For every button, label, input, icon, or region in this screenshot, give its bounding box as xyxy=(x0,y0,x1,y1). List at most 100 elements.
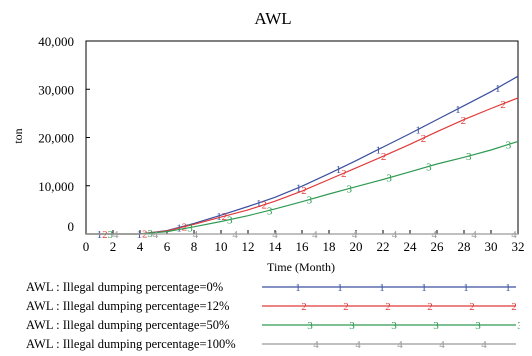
series-3-marker: 3 xyxy=(466,151,472,163)
legend-marker: 4 xyxy=(313,339,319,351)
x-axis-label: Time (Month) xyxy=(267,260,335,274)
plot-area-frame xyxy=(85,40,519,235)
x-tick-label: 10 xyxy=(215,239,228,254)
legend: AWL : Illegal dumping percentage=0% 1 1 1 1 1… xyxy=(26,279,526,355)
series-4-marker: 4 xyxy=(352,229,358,241)
series-4-marker: 4 xyxy=(153,229,159,241)
x-tick-label: 14 xyxy=(269,239,283,254)
series-4-marker: 4 xyxy=(232,229,238,241)
legend-marker: 3 xyxy=(391,320,397,332)
legend-label: AWL : Illegal dumping percentage=0% xyxy=(26,280,224,294)
series-3-marker: 3 xyxy=(386,173,392,185)
series-4-marker: 4 xyxy=(312,229,318,241)
series-2-marker: 2 xyxy=(182,222,188,234)
legend-marker: 3 xyxy=(475,320,481,332)
x-tick-label: 30 xyxy=(485,239,498,254)
series-4-marker: 4 xyxy=(272,229,278,241)
legend-marker: 2 xyxy=(385,301,391,313)
series-3-marker: 3 xyxy=(506,139,512,151)
legend-item: AWL : Illegal dumping percentage=12% 2 2 2 2… xyxy=(26,298,526,317)
series-2-marker: 2 xyxy=(341,168,347,180)
y-tick-label: 40,000 xyxy=(38,34,74,49)
y-tick-label: 0 xyxy=(68,219,75,234)
legend-label: AWL : Illegal dumping percentage=50% xyxy=(26,318,230,332)
legend-marker: 1 xyxy=(295,282,301,294)
series-2-marker: 2 xyxy=(102,229,108,241)
axis-ticks: 0 2 4 6 8 10 12 14 16 18 20 22 24 26 28 30 32010,00020,0… xyxy=(38,34,524,254)
x-tick-label: 20 xyxy=(350,239,363,254)
legend-marker: 3 xyxy=(307,320,313,332)
legend-marker: 1 xyxy=(337,282,343,294)
legend-swatch: 1 1 1 1 1 1 xyxy=(262,282,516,294)
legend-marker: 4 xyxy=(439,339,445,351)
legend-marker: 4 xyxy=(481,339,487,351)
legend-marker: 4 xyxy=(397,339,403,351)
legend-marker: 1 xyxy=(421,282,427,294)
chart-title: AWL xyxy=(254,9,291,28)
legend-swatch: 2 2 2 2 2 2 xyxy=(262,301,517,313)
legend-marker: 2 xyxy=(427,301,433,313)
series-line-3 xyxy=(86,140,519,235)
series-4-marker: 4 xyxy=(511,229,517,241)
legend-marker: 2 xyxy=(511,301,517,313)
x-tick-label: 12 xyxy=(242,239,255,254)
legend-marker: 3 xyxy=(517,320,520,332)
series-3-marker: 3 xyxy=(227,215,233,227)
series-1-marker: 1 xyxy=(216,211,222,223)
series-line-2 xyxy=(86,97,519,235)
series-2-marker: 2 xyxy=(461,115,467,127)
legend-marker: 2 xyxy=(301,301,307,313)
series-4-marker: 4 xyxy=(193,229,199,241)
series-2-marker: 2 xyxy=(500,99,506,111)
legend-label: AWL : Illegal dumping percentage=100% xyxy=(26,337,236,351)
legend-item: AWL : Illegal dumping percentage=100% 4 4 4… xyxy=(26,336,526,355)
x-tick-label: 0 xyxy=(83,239,90,254)
series-3-marker: 3 xyxy=(108,229,114,241)
line-chart: AWL ton Time (Month) 0 2 4 6 8 10 12 14 16 18 20 22… xyxy=(11,9,525,274)
legend-swatch: 3 3 3 3 3 3 xyxy=(262,320,520,332)
x-tick-label: 8 xyxy=(191,239,198,254)
legend-marker: 1 xyxy=(379,282,385,294)
x-tick-label: 16 xyxy=(296,239,310,254)
x-tick-label: 26 xyxy=(431,239,445,254)
legend-marker: 2 xyxy=(343,301,349,313)
series-3-marker: 3 xyxy=(187,222,193,234)
series-line-1 xyxy=(86,75,519,235)
legend-marker: 1 xyxy=(505,282,511,294)
series-4-marker: 4 xyxy=(471,229,477,241)
series-3-marker: 3 xyxy=(267,205,273,217)
x-tick-label: 32 xyxy=(512,239,525,254)
legend-marker: 2 xyxy=(469,301,475,313)
legend-item: AWL : Illegal dumping percentage=50% 3 3 3 3… xyxy=(26,317,526,336)
series-1-marker: 1 xyxy=(415,124,421,136)
series-2-marker: 2 xyxy=(301,185,307,197)
x-tick-label: 6 xyxy=(164,239,171,254)
series-3-marker: 3 xyxy=(347,184,353,196)
y-tick-label: 10,000 xyxy=(38,179,74,194)
legend-marker: 4 xyxy=(355,339,361,351)
series-3-marker: 3 xyxy=(426,161,432,173)
y-tick-label: 20,000 xyxy=(38,131,74,146)
series-3-marker: 3 xyxy=(307,195,313,207)
y-tick-label: 30,000 xyxy=(38,82,74,97)
x-tick-label: 4 xyxy=(137,239,144,254)
legend-marker: 3 xyxy=(433,320,439,332)
series-1-marker: 1 xyxy=(256,198,262,210)
series-4-marker: 4 xyxy=(113,229,119,241)
series-2-marker: 2 xyxy=(381,151,387,163)
series-1-marker: 1 xyxy=(376,145,382,157)
series-2-marker: 2 xyxy=(261,200,267,212)
x-tick-label: 2 xyxy=(110,239,117,254)
series-1-marker: 1 xyxy=(97,229,103,241)
series-1-marker: 1 xyxy=(455,104,461,116)
legend-marker: 3 xyxy=(349,320,355,332)
series-1-marker: 1 xyxy=(336,164,342,176)
series-2-marker: 2 xyxy=(222,211,228,223)
x-tick-label: 22 xyxy=(377,239,390,254)
series-4-marker: 4 xyxy=(392,229,398,241)
y-axis-label: ton xyxy=(11,128,25,143)
x-tick-label: 18 xyxy=(323,239,336,254)
series-4-marker: 4 xyxy=(432,229,438,241)
